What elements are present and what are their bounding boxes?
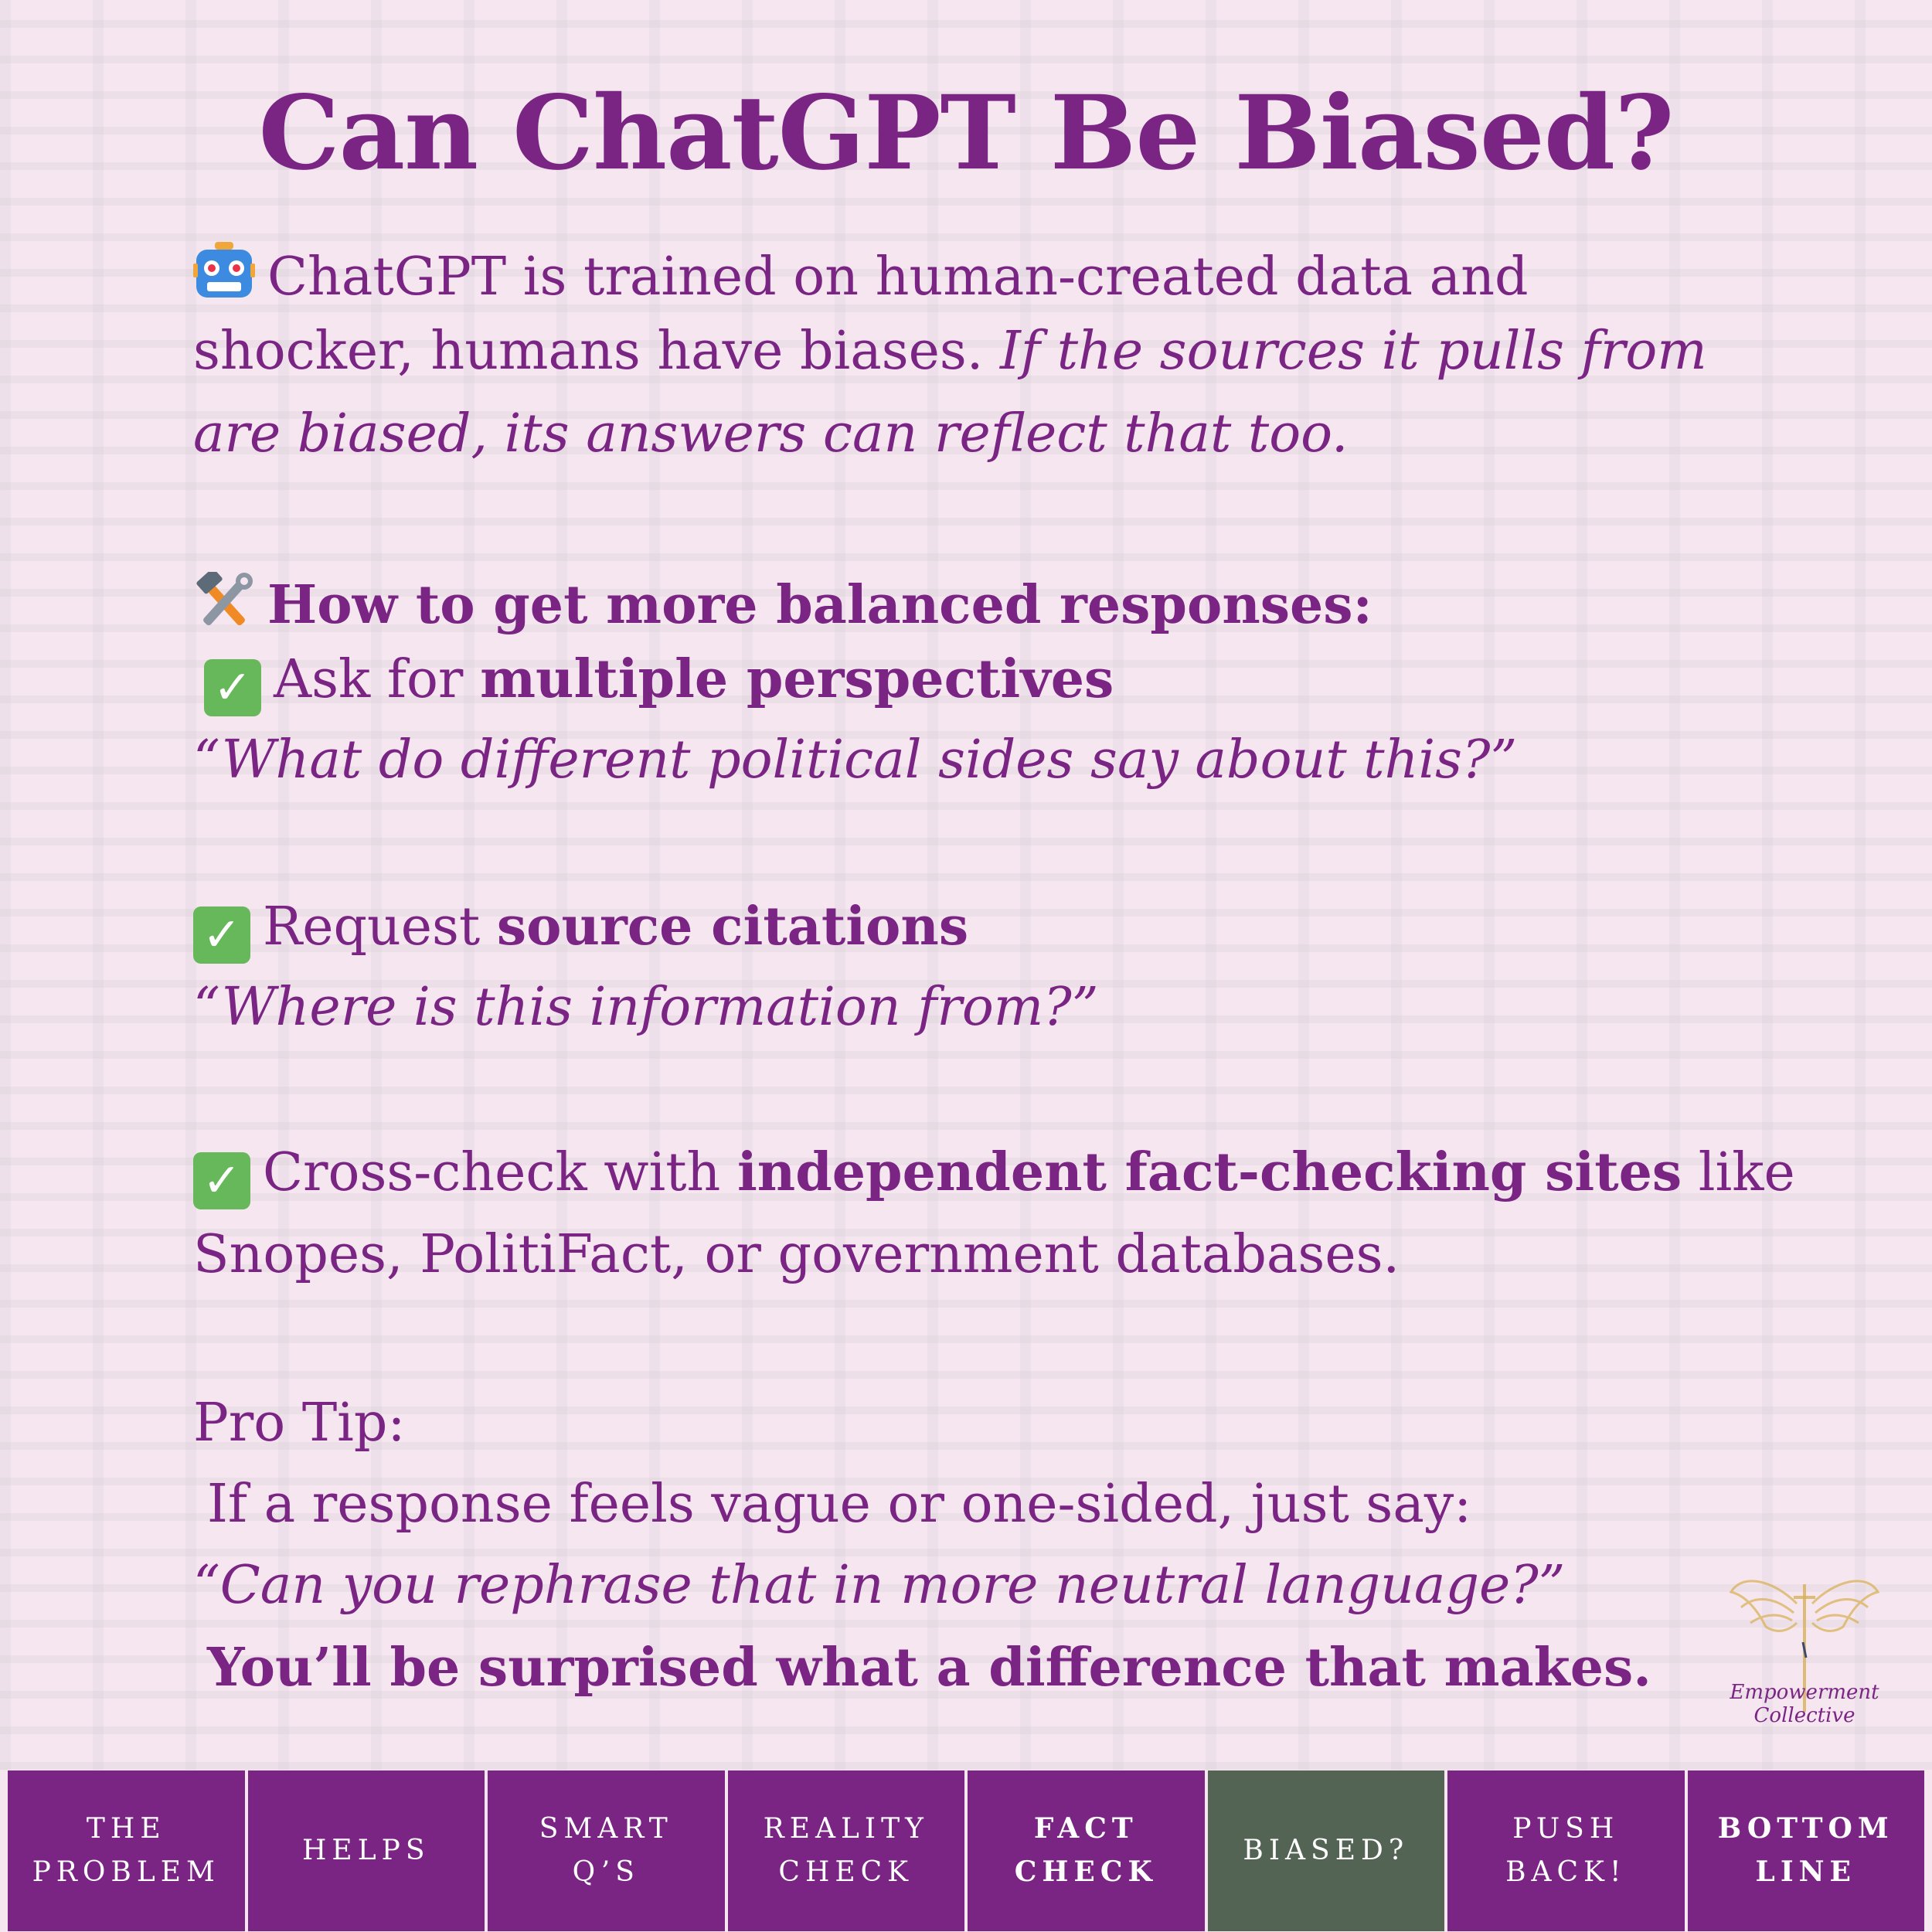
checkmark-icon: ✓ — [193, 906, 250, 964]
tip-1-quote-text: “What do different political sides say a… — [193, 730, 1518, 791]
nav-tab-smart-q-s[interactable]: SMART Q’S — [488, 1770, 725, 1931]
tip-2-quote-text: “Where is this information from?” — [193, 977, 1099, 1038]
tip-1-lead: Ask for — [274, 649, 481, 710]
intro-line-3: are biased, its answers can reflect that… — [193, 408, 1349, 461]
tip-3-line-2-text: Snopes, PolitiFact, or government databa… — [193, 1224, 1400, 1285]
intro-text-1: ChatGPT is trained on human-created data… — [267, 247, 1529, 308]
intro-line-1: ChatGPT is trained on human-created data… — [193, 242, 1529, 311]
pro-tip-quote: “Can you rephrase that in more neutral l… — [193, 1560, 1565, 1612]
page-title: Can ChatGPT Be Biased? — [258, 73, 1675, 193]
tip-3-line-2: Snopes, PolitiFact, or government databa… — [193, 1229, 1400, 1281]
intro-text-3-italic: are biased, its answers can reflect that… — [193, 403, 1349, 464]
hammer-wrench-icon — [193, 568, 255, 640]
tip-2-quote: “Where is this information from?” — [193, 981, 1099, 1034]
checkmark-icon: ✓ — [193, 1152, 250, 1209]
nav-tab-reality-check[interactable]: REALITY CHECK — [727, 1770, 964, 1931]
logo-text: Empowerment Collective — [1730, 1681, 1879, 1727]
tip-3-tail: like — [1682, 1142, 1795, 1203]
robot-icon — [193, 242, 255, 311]
empowerment-logo: Empowerment Collective — [1719, 1549, 1889, 1727]
tip-3-bold: independent fact-checking sites — [736, 1141, 1682, 1203]
nav-tab-the-problem[interactable]: THE PROBLEM — [8, 1770, 245, 1931]
bottom-nav: THE PROBLEM HELPS SMART Q’S REALITY CHECK FA… — [8, 1770, 1924, 1931]
pro-tip-closing: You’ll be surprised what a difference th… — [207, 1641, 1651, 1695]
tip-2-line: ✓ Request source citations — [193, 900, 968, 964]
checkmark-icon: ✓ — [204, 659, 261, 716]
pro-tip-closing-text: You’ll be surprised what a difference th… — [207, 1637, 1651, 1699]
tip-3-lead: Cross-check with — [263, 1142, 737, 1203]
tip-2-bold: source citations — [496, 896, 969, 957]
intro-line-2: shocker, humans have biases. If the sour… — [193, 325, 1707, 378]
intro-text-2-italic: If the sources it pulls from — [1000, 321, 1707, 382]
intro-text-2: shocker, humans have biases. — [193, 321, 1001, 382]
how-heading: How to get more balanced responses: — [193, 568, 1372, 640]
how-heading-text: How to get more balanced responses: — [267, 574, 1372, 636]
wings-icon — [1729, 1580, 1880, 1712]
tip-1-line: ✓ Ask for multiple perspectives — [204, 653, 1114, 716]
pro-tip-label: Pro Tip: — [193, 1393, 406, 1454]
nav-tab-biased[interactable]: BIASED? — [1207, 1770, 1444, 1931]
tip-2-lead: Request — [263, 896, 497, 957]
pro-tip-line-1: If a response feels vague or one-sided, … — [207, 1474, 1472, 1535]
nav-tab-helps[interactable]: HELPS — [247, 1770, 485, 1931]
pro-tip-quote-text: “Can you rephrase that in more neutral l… — [193, 1555, 1566, 1616]
nav-tab-fact-check[interactable]: FACT CHECK — [968, 1770, 1205, 1931]
nav-tab-bottom-line[interactable]: BOTTOM LINE — [1687, 1770, 1924, 1931]
tip-3-line: ✓ Cross-check with independent fact-check… — [193, 1146, 1795, 1209]
nav-tab-push-back[interactable]: PUSH BACK! — [1447, 1770, 1685, 1931]
tip-1-quote: “What do different political sides say a… — [193, 734, 1517, 787]
tip-1-bold: multiple perspectives — [480, 648, 1114, 710]
